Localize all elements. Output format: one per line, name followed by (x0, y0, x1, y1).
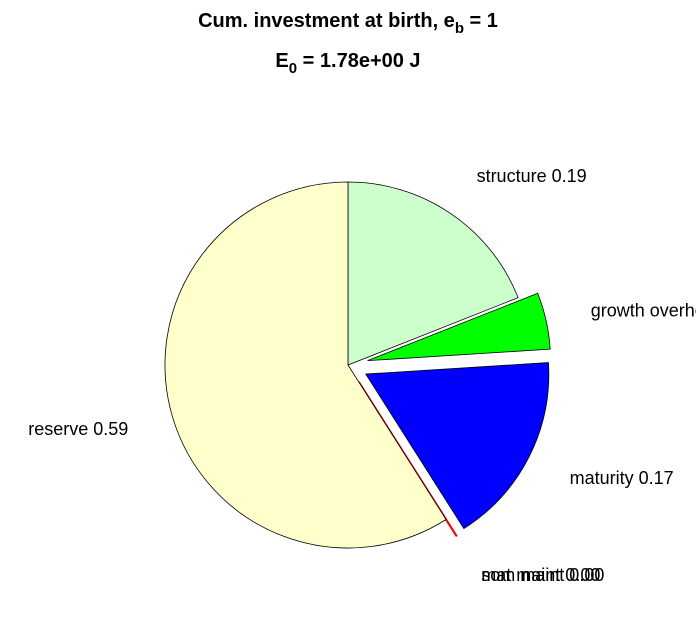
title-part: Cum. investment at birth, e (198, 10, 455, 32)
title-part: = 1 (464, 10, 498, 32)
chart-title: Cum. investment at birth, eb = 1 (198, 10, 498, 37)
subtitle-sub: 0 (289, 60, 297, 77)
slice-label: growth overhead 0.05 (591, 301, 696, 321)
slice-label: structure 0.19 (477, 166, 587, 186)
title-sub: b (455, 20, 464, 37)
slice-label: maturity 0.17 (570, 468, 674, 488)
slice-label: mat maint 0.00 (481, 565, 600, 585)
pie-slice (347, 181, 519, 366)
pie-slice (365, 362, 550, 530)
slice-label: som maint 0.00 (481, 565, 604, 585)
subtitle-part: E (275, 50, 288, 72)
pie-slice (367, 292, 551, 362)
pie-slice (164, 181, 447, 549)
chart-subtitle: E0 = 1.78e+00 J (275, 50, 420, 77)
subtitle-part: = 1.78e+00 J (297, 50, 420, 72)
slice-label: reserve 0.59 (28, 419, 128, 439)
